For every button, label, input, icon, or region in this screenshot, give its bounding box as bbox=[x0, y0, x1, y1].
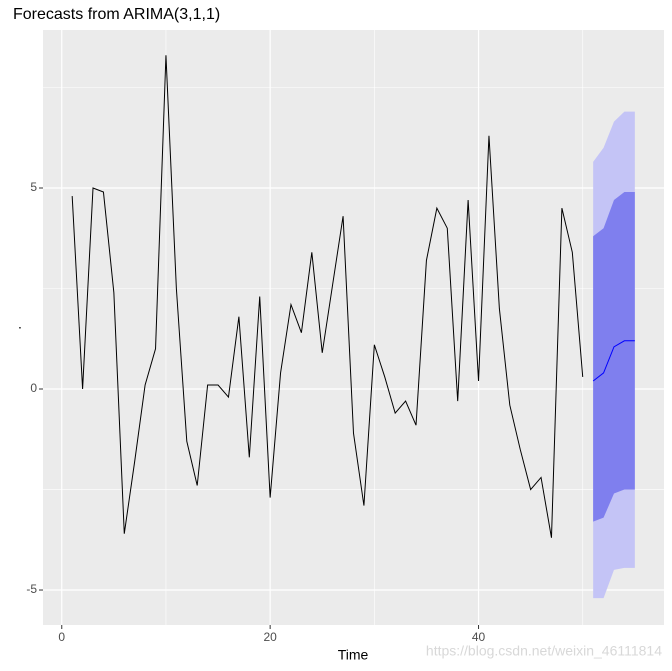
y-axis-label: . bbox=[18, 316, 22, 332]
watermark: https://blog.csdn.net/weixin_46111814 bbox=[426, 643, 662, 659]
x-tick-label: 0 bbox=[58, 630, 65, 644]
y-tick-label: 0 bbox=[30, 381, 37, 395]
band-80 bbox=[593, 192, 635, 522]
panel bbox=[43, 30, 664, 625]
forecast-line bbox=[592, 340, 635, 382]
x-tick-label: 40 bbox=[472, 630, 486, 644]
x-axis-label: Time bbox=[338, 647, 369, 663]
x-tick-label: 20 bbox=[263, 630, 277, 644]
y-tick-label: -5 bbox=[26, 582, 37, 596]
y-tick-label: 5 bbox=[30, 180, 37, 194]
series-line bbox=[71, 55, 584, 538]
chart-title: Forecasts from ARIMA(3,1,1) bbox=[13, 6, 220, 23]
